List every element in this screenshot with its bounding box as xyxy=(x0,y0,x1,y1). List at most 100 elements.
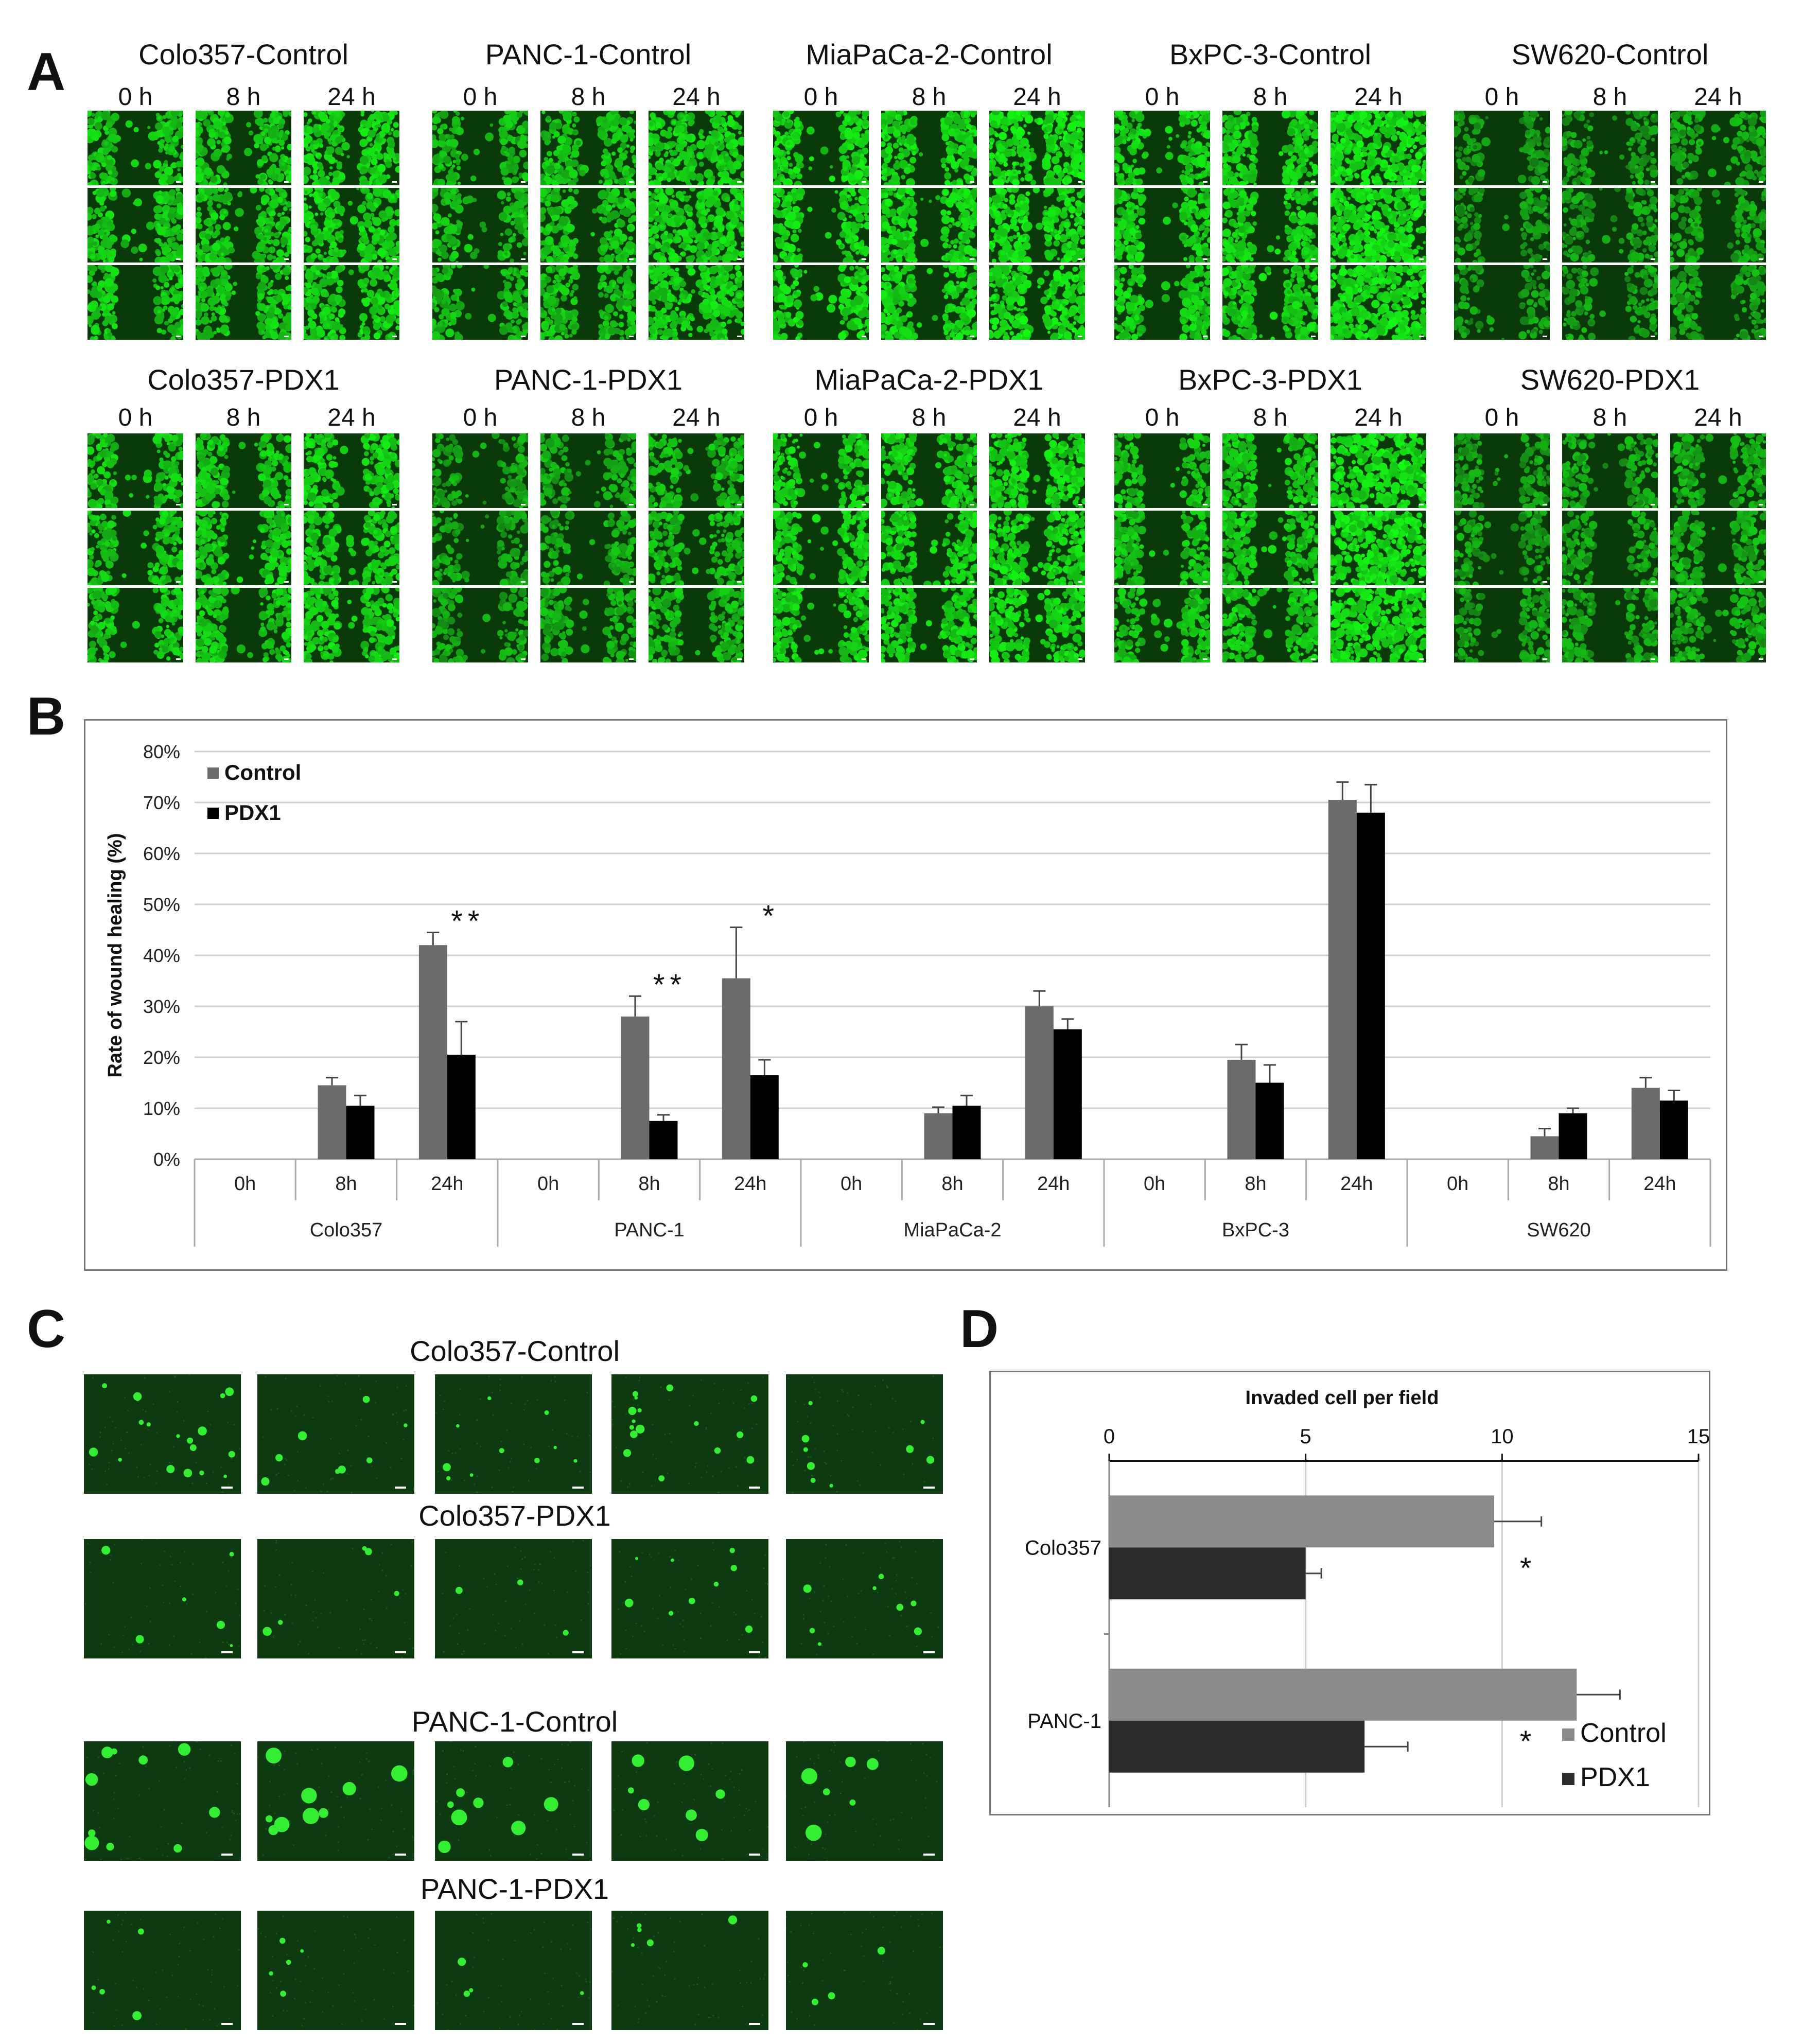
cell-dot xyxy=(203,119,211,127)
cell-dot xyxy=(741,245,744,249)
cell-dot xyxy=(786,151,790,155)
cell-dot xyxy=(571,160,579,167)
cell-dot xyxy=(887,251,891,255)
cell-dot xyxy=(787,156,791,160)
cell-dot xyxy=(839,231,846,238)
cell-dot xyxy=(337,205,345,214)
cell-dot xyxy=(897,152,904,160)
cell-dot xyxy=(900,138,906,144)
cell-dot xyxy=(562,276,565,279)
cell-dot xyxy=(568,188,572,192)
cell-dot xyxy=(281,192,287,198)
cell-dot xyxy=(555,174,562,181)
cell-dot xyxy=(787,244,796,253)
cell-dot xyxy=(207,200,213,206)
cell-dot xyxy=(157,328,162,333)
cell-dot xyxy=(269,217,274,222)
scale-bar xyxy=(284,258,289,260)
cell-dot xyxy=(203,286,207,289)
cell-dot xyxy=(161,286,164,289)
cell-dot xyxy=(617,298,624,306)
cell-dot xyxy=(273,289,278,295)
cell-dot xyxy=(283,316,287,320)
cell-dot xyxy=(573,189,579,195)
cell-dot xyxy=(104,130,109,135)
cell-dot xyxy=(895,232,902,239)
cell-dot xyxy=(370,213,374,217)
cell-dot xyxy=(380,291,386,297)
cell-dot xyxy=(857,267,863,273)
cell-dot xyxy=(545,200,551,206)
cell-dot xyxy=(572,272,580,280)
cell-dot xyxy=(246,122,251,127)
cell-dot xyxy=(725,197,730,202)
cell-dot xyxy=(898,301,904,307)
cell-dot xyxy=(798,320,803,326)
cell-dot xyxy=(698,199,703,203)
cell-dot xyxy=(563,112,572,121)
cell-dot xyxy=(256,274,261,279)
scratch-wound-micrograph xyxy=(773,111,869,185)
cell-dot xyxy=(953,244,957,249)
cell-dot xyxy=(364,220,372,228)
scratch-wound-micrograph xyxy=(87,111,183,185)
cell-dot xyxy=(503,147,507,151)
cell-dot xyxy=(270,200,278,208)
cell-dot xyxy=(837,212,846,220)
cell-dot xyxy=(146,222,154,230)
cell-dot xyxy=(604,288,607,291)
cell-dot xyxy=(788,252,793,257)
cell-dot xyxy=(942,134,950,142)
cell-dot xyxy=(448,171,451,174)
cell-dot xyxy=(434,307,439,312)
cell-dot xyxy=(680,114,684,118)
cell-dot xyxy=(201,298,205,302)
cell-dot xyxy=(849,266,854,271)
cell-dot xyxy=(904,200,911,206)
cell-dot xyxy=(321,311,326,316)
cell-dot xyxy=(891,239,898,245)
cell-dot xyxy=(372,268,381,276)
cell-dot xyxy=(120,239,129,248)
cell-dot xyxy=(111,267,119,276)
cell-dot xyxy=(283,206,288,211)
cell-dot xyxy=(371,298,378,305)
cell-dot xyxy=(213,194,220,202)
cell-dot xyxy=(854,318,862,325)
cell-dot xyxy=(203,329,206,333)
cell-dot xyxy=(462,197,470,204)
cell-dot xyxy=(108,170,112,175)
cell-dot xyxy=(941,163,947,168)
cell-dot xyxy=(566,313,573,320)
cell-dot xyxy=(900,125,908,133)
cell-dot xyxy=(516,274,521,279)
cell-dot xyxy=(376,133,380,137)
cell-dot xyxy=(359,139,367,147)
cell-dot xyxy=(163,205,168,210)
cell-dot xyxy=(235,208,244,217)
cell-dot xyxy=(599,257,605,263)
cell-dot xyxy=(372,234,380,242)
cell-dot xyxy=(435,230,440,234)
cell-dot xyxy=(154,214,161,220)
scratch-wound-image xyxy=(196,265,291,340)
cell-dot xyxy=(512,307,517,312)
cell-dot xyxy=(795,292,800,297)
cell-dot xyxy=(676,191,684,199)
cell-dot xyxy=(795,117,800,121)
cell-dot xyxy=(935,195,940,200)
cell-dot xyxy=(547,151,552,156)
cell-dot xyxy=(601,327,605,331)
cell-dot xyxy=(707,196,716,205)
cell-dot xyxy=(256,205,261,211)
cell-dot xyxy=(433,213,441,221)
cell-dot xyxy=(363,300,370,307)
cell-dot xyxy=(196,331,201,337)
cell-dot xyxy=(213,188,219,195)
cell-dot xyxy=(681,244,686,249)
cell-dot xyxy=(827,304,835,312)
cell-dot xyxy=(551,245,557,251)
cell-dot xyxy=(214,149,222,157)
cell-dot xyxy=(628,237,632,240)
cell-dot xyxy=(441,252,449,259)
